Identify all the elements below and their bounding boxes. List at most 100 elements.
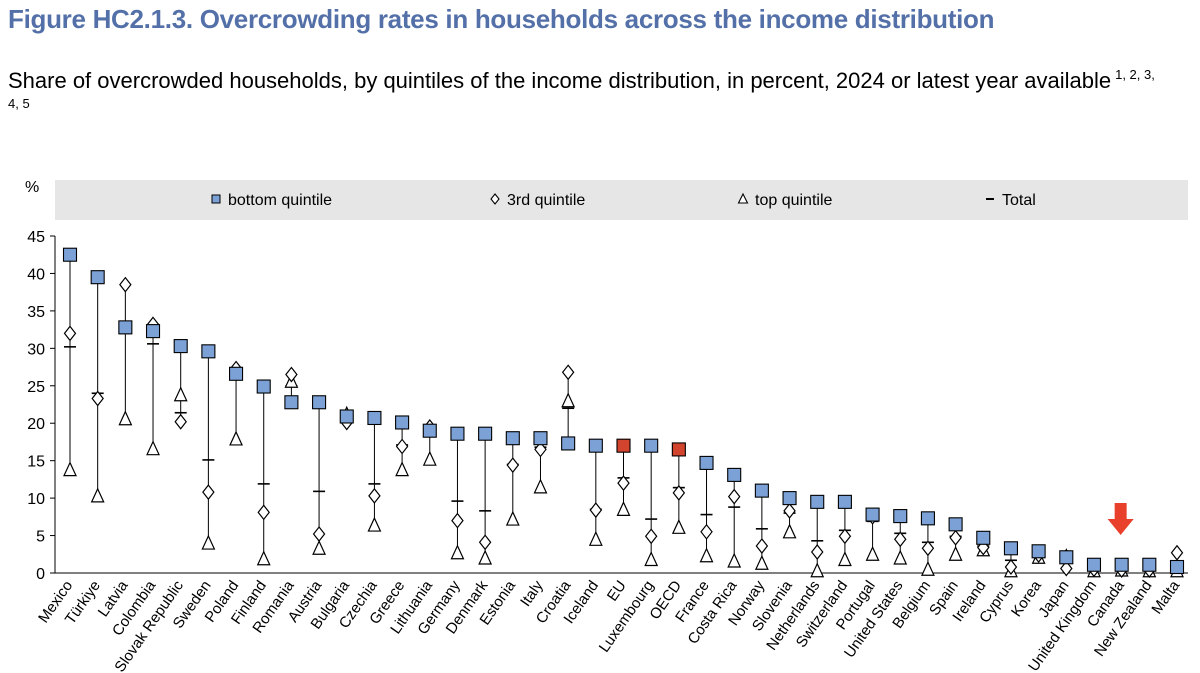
figure-subtitle: Share of overcrowded households, by quin… <box>8 66 1158 124</box>
bottom-quintile-marker <box>145 324 161 339</box>
bottom-quintile-marker <box>478 426 493 441</box>
top-quintile-marker <box>671 518 686 534</box>
bottom-quintile-marker <box>533 431 548 446</box>
bottom-quintile-marker <box>616 438 631 453</box>
third-quintile-marker <box>1004 559 1018 575</box>
top-quintile-marker <box>893 549 908 565</box>
category-estonia <box>505 431 520 526</box>
category-new-zealand <box>1142 557 1157 578</box>
bottom-quintile-marker <box>588 438 603 453</box>
category-ireland <box>976 530 991 557</box>
bottom-quintile-marker <box>920 511 935 526</box>
category-luxembourg <box>644 438 659 567</box>
top-quintile-marker <box>561 392 576 408</box>
third-quintile-marker <box>644 528 658 545</box>
bottom-quintile-marker <box>699 455 714 470</box>
y-tick-label: 25 <box>27 379 45 396</box>
category-romania <box>284 366 299 410</box>
category-norway <box>754 483 769 570</box>
bottom-quintile-marker <box>62 247 78 262</box>
category-germany <box>450 426 465 560</box>
bottom-quintile-marker <box>367 410 382 426</box>
data-marks <box>62 247 1185 578</box>
top-quintile-marker <box>229 430 243 446</box>
bottom-quintile-marker <box>754 483 769 498</box>
bottom-quintile-marker <box>644 438 659 453</box>
category-austria <box>312 395 327 555</box>
top-quintile-marker <box>478 549 493 565</box>
top-quintile-marker <box>810 562 825 578</box>
category-slovenia <box>782 491 797 539</box>
legend-label-bottom: bottom quintile <box>228 192 332 209</box>
category-united-states <box>893 509 908 565</box>
category-finland <box>256 379 271 566</box>
top-quintile-marker <box>118 410 133 426</box>
top-quintile-marker <box>422 450 437 466</box>
third-quintile-marker <box>257 504 270 521</box>
third-quintile-marker <box>672 484 686 501</box>
bottom-quintile-marker <box>727 467 742 482</box>
top-quintile-marker <box>173 386 188 402</box>
top-quintile-marker <box>727 552 742 568</box>
category-croatia <box>561 364 576 451</box>
top-quintile-marker <box>505 510 520 526</box>
third-quintile-marker <box>838 528 852 545</box>
top-quintile-marker <box>699 547 714 563</box>
third-quintile-marker <box>395 438 409 455</box>
y-tick-label: 20 <box>27 416 45 433</box>
third-quintile-marker <box>755 538 769 555</box>
top-quintile-marker <box>395 461 410 477</box>
canada-arrow-icon <box>1107 503 1134 535</box>
third-quintile-marker <box>727 488 741 505</box>
category-greece <box>395 415 410 477</box>
top-quintile-marker <box>754 554 769 570</box>
bottom-quintile-marker <box>422 423 437 438</box>
footnote-refs: 1, 2, 3, 4, 5 <box>8 67 1155 111</box>
bottom-quintile-marker <box>90 270 105 285</box>
category-mexico <box>62 247 78 477</box>
category-canada <box>1114 557 1129 578</box>
category-united-kingdom <box>1086 557 1102 578</box>
top-quintile-marker <box>201 534 216 550</box>
bottom-quintile-marker <box>782 491 797 506</box>
bottom-quintile-marker <box>865 507 880 522</box>
top-quintile-marker <box>920 560 935 576</box>
bottom-quintile-marker <box>505 431 520 446</box>
category-netherlands <box>810 494 825 578</box>
bottom-quintile-marker <box>229 366 244 381</box>
annotations <box>1107 503 1134 535</box>
third-quintile-marker <box>783 502 796 519</box>
bottom-quintile-marker <box>284 395 299 410</box>
category-lithuania <box>422 418 437 466</box>
bottom-quintile-marker <box>1086 557 1102 572</box>
third-quintile-marker <box>1060 560 1073 577</box>
bottom-quintile-marker <box>561 436 576 451</box>
y-tick-label: 5 <box>36 529 45 546</box>
third-quintile-marker <box>451 512 464 529</box>
top-quintile-marker <box>865 545 880 561</box>
third-quintile-marker <box>893 531 907 548</box>
top-quintile-marker <box>367 516 382 532</box>
third-quintile-marker <box>617 475 630 492</box>
category-eu <box>616 438 631 516</box>
y-axis-unit-label: % <box>25 179 39 196</box>
bottom-quintile-marker <box>837 494 852 509</box>
third-quintile-marker <box>561 364 575 381</box>
top-quintile-marker <box>146 440 160 456</box>
y-tick-label: 30 <box>27 341 45 358</box>
bottom-quintile-marker <box>1003 541 1019 556</box>
bottom-quintile-marker <box>256 379 271 394</box>
category-poland <box>229 360 244 446</box>
legend-label-third: 3rd quintile <box>507 192 585 209</box>
third-quintile-marker <box>285 366 298 383</box>
category-latvia <box>118 276 133 426</box>
bottom-quintile-marker <box>1114 557 1129 572</box>
category-belgium <box>920 511 935 576</box>
axes: % 0 5 10 15 20 25 30 35 40 45 <box>25 179 1188 583</box>
bottom-quintile-marker <box>1142 557 1157 572</box>
bottom-quintile-marker <box>173 339 188 354</box>
top-quintile-marker <box>782 523 797 539</box>
third-quintile-marker <box>174 413 187 430</box>
